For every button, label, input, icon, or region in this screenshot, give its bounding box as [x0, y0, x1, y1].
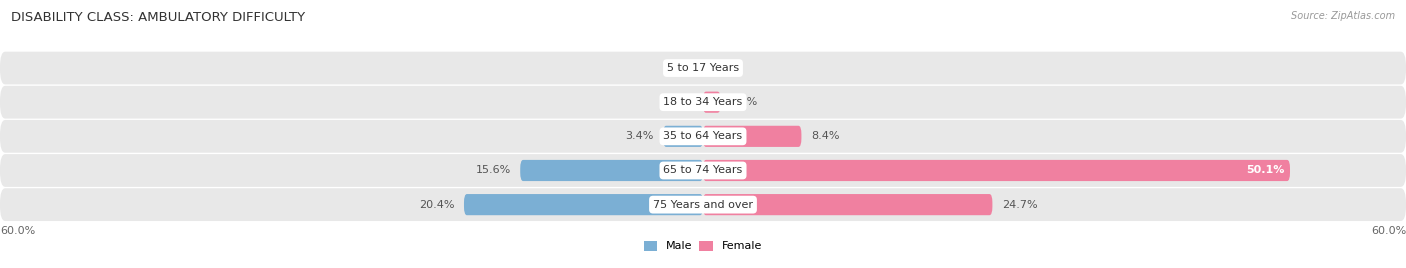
Text: DISABILITY CLASS: AMBULATORY DIFFICULTY: DISABILITY CLASS: AMBULATORY DIFFICULTY: [11, 11, 305, 24]
Text: 75 Years and over: 75 Years and over: [652, 200, 754, 210]
Text: 35 to 64 Years: 35 to 64 Years: [664, 131, 742, 141]
Text: 18 to 34 Years: 18 to 34 Years: [664, 97, 742, 107]
Text: 5 to 17 Years: 5 to 17 Years: [666, 63, 740, 73]
FancyBboxPatch shape: [464, 194, 703, 215]
Text: 15.6%: 15.6%: [475, 165, 510, 176]
FancyBboxPatch shape: [703, 92, 721, 113]
FancyBboxPatch shape: [0, 86, 1406, 118]
Text: 60.0%: 60.0%: [0, 226, 35, 236]
FancyBboxPatch shape: [703, 194, 993, 215]
FancyBboxPatch shape: [664, 126, 703, 147]
Text: Source: ZipAtlas.com: Source: ZipAtlas.com: [1291, 11, 1395, 21]
Text: 8.4%: 8.4%: [811, 131, 839, 141]
FancyBboxPatch shape: [0, 154, 1406, 187]
Text: 3.4%: 3.4%: [626, 131, 654, 141]
FancyBboxPatch shape: [0, 52, 1406, 84]
Text: 0.0%: 0.0%: [665, 63, 693, 73]
FancyBboxPatch shape: [520, 160, 703, 181]
Text: 24.7%: 24.7%: [1001, 200, 1038, 210]
Text: 0.0%: 0.0%: [665, 97, 693, 107]
Text: 20.4%: 20.4%: [419, 200, 454, 210]
Text: 0.0%: 0.0%: [713, 63, 741, 73]
FancyBboxPatch shape: [703, 126, 801, 147]
Text: 60.0%: 60.0%: [1371, 226, 1406, 236]
FancyBboxPatch shape: [703, 160, 1291, 181]
FancyBboxPatch shape: [0, 188, 1406, 221]
Text: 65 to 74 Years: 65 to 74 Years: [664, 165, 742, 176]
Text: 50.1%: 50.1%: [1246, 165, 1284, 176]
Text: 1.5%: 1.5%: [730, 97, 758, 107]
Legend: Male, Female: Male, Female: [644, 241, 762, 251]
FancyBboxPatch shape: [0, 120, 1406, 153]
